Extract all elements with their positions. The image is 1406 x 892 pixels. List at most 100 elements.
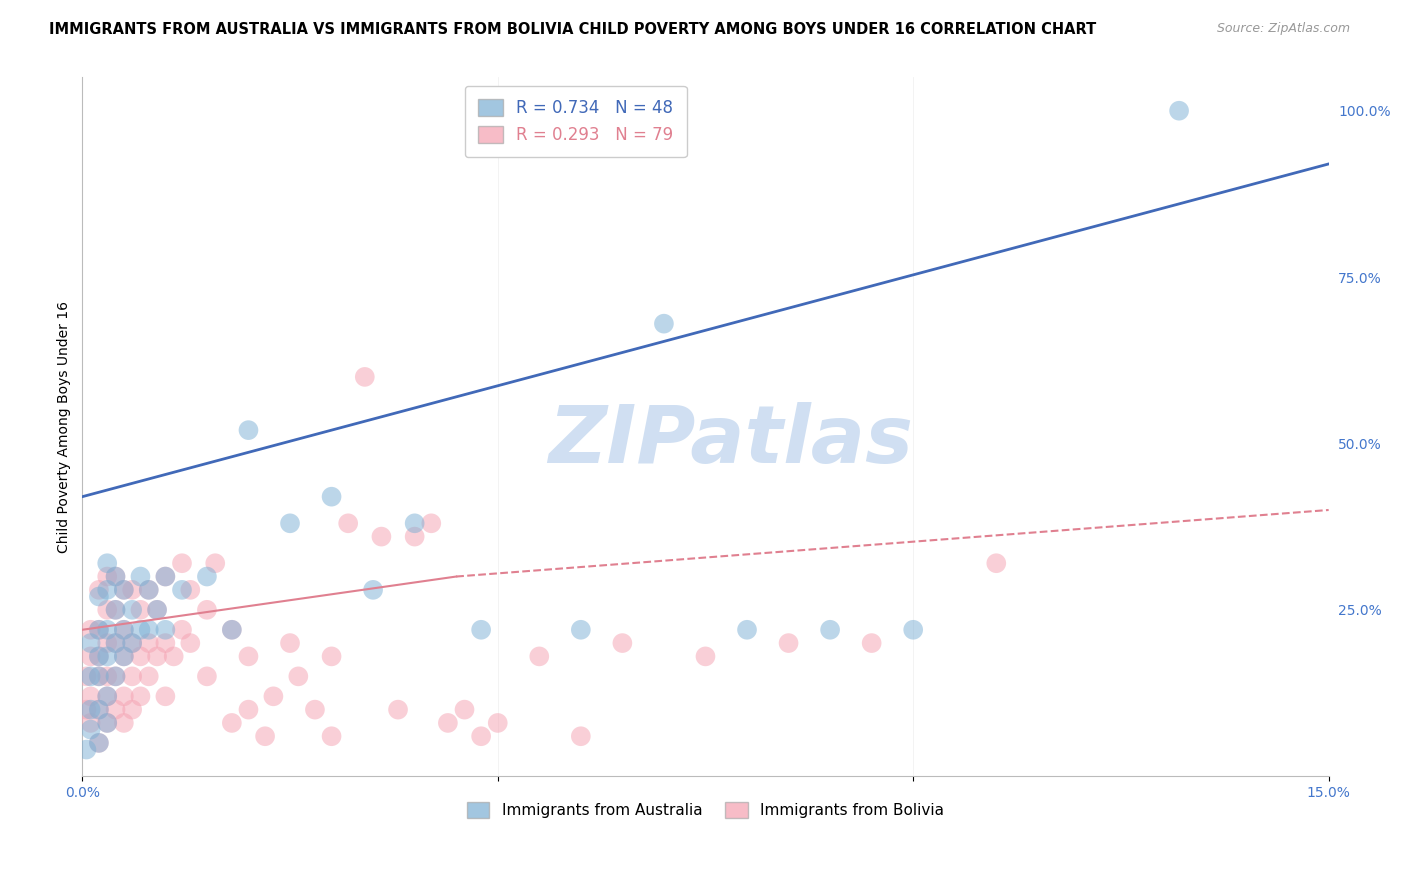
Point (155, 623, 177, 637)
Point (221, 715, 243, 730)
Point (404, 516, 426, 531)
Point (79, 723, 101, 737)
Point (287, 669, 309, 683)
Point (129, 603, 152, 617)
Point (121, 582, 143, 597)
Point (96, 569, 118, 583)
Point (87, 669, 110, 683)
Point (420, 516, 443, 531)
Point (337, 516, 360, 531)
Point (96, 715, 118, 730)
Point (112, 623, 135, 637)
Point (404, 530, 426, 544)
Point (129, 690, 152, 704)
Point (87, 590, 110, 604)
Point (79, 649, 101, 664)
Point (453, 703, 475, 717)
Point (155, 569, 177, 583)
Point (361, 582, 384, 597)
Point (304, 703, 326, 717)
Point (112, 623, 135, 637)
Point (278, 516, 301, 531)
Point (87, 582, 110, 597)
Point (155, 690, 177, 704)
Point (112, 649, 135, 664)
Point (353, 370, 375, 384)
Point (262, 690, 284, 704)
Point (79, 715, 101, 730)
Point (129, 649, 152, 664)
Point (96, 636, 118, 650)
Point (121, 636, 143, 650)
Point (986, 556, 1008, 570)
Point (87, 736, 110, 750)
Point (179, 636, 201, 650)
Point (146, 649, 169, 664)
Point (104, 603, 127, 617)
Point (370, 530, 392, 544)
Point (79, 636, 101, 650)
Point (104, 669, 127, 683)
Point (695, 649, 717, 664)
Point (321, 729, 343, 743)
Point (121, 636, 143, 650)
Point (221, 623, 243, 637)
Point (96, 669, 118, 683)
Point (155, 569, 177, 583)
Point (104, 569, 127, 583)
Point (96, 623, 118, 637)
Point (138, 582, 160, 597)
Point (470, 729, 492, 743)
Point (96, 603, 118, 617)
Point (104, 636, 127, 650)
Point (254, 729, 277, 743)
Point (104, 669, 127, 683)
Point (96, 690, 118, 704)
Point (735, 623, 758, 637)
Point (170, 582, 193, 597)
Point (146, 603, 169, 617)
Point (170, 556, 193, 570)
Point (138, 636, 160, 650)
Point (75, 669, 97, 683)
Point (387, 703, 409, 717)
Point (79, 703, 101, 717)
Text: IMMIGRANTS FROM AUSTRALIA VS IMMIGRANTS FROM BOLIVIA CHILD POVERTY AMONG BOYS UN: IMMIGRANTS FROM AUSTRALIA VS IMMIGRANTS … (49, 22, 1097, 37)
Point (112, 582, 135, 597)
Point (87, 703, 110, 717)
Y-axis label: Child Poverty Among Boys Under 16: Child Poverty Among Boys Under 16 (58, 301, 72, 553)
Point (155, 636, 177, 650)
Point (112, 649, 135, 664)
Point (818, 623, 841, 637)
Point (138, 669, 160, 683)
Point (87, 703, 110, 717)
Point (903, 623, 925, 637)
Point (129, 623, 152, 637)
Point (860, 636, 883, 650)
Point (75, 742, 97, 756)
Point (195, 669, 218, 683)
Point (204, 556, 226, 570)
Point (138, 623, 160, 637)
Point (569, 623, 592, 637)
Text: Source: ZipAtlas.com: Source: ZipAtlas.com (1216, 22, 1350, 36)
Legend: Immigrants from Australia, Immigrants from Bolivia: Immigrants from Australia, Immigrants fr… (460, 797, 950, 824)
Point (278, 636, 301, 650)
Point (778, 636, 800, 650)
Point (79, 690, 101, 704)
Point (75, 703, 97, 717)
Point (1168, 103, 1191, 118)
Point (321, 490, 343, 504)
Point (238, 703, 260, 717)
Point (652, 317, 675, 331)
Point (104, 569, 127, 583)
Point (179, 582, 201, 597)
Point (87, 649, 110, 664)
Point (129, 569, 152, 583)
Point (87, 623, 110, 637)
Point (96, 715, 118, 730)
Point (470, 623, 492, 637)
Point (221, 623, 243, 637)
Point (104, 636, 127, 650)
Point (112, 690, 135, 704)
